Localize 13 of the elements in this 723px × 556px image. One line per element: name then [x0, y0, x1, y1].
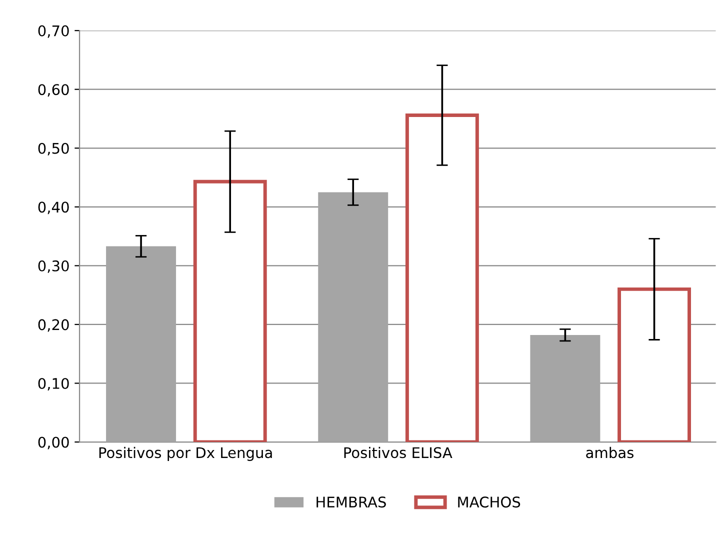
y-tick-label: 0,50 — [38, 142, 69, 156]
y-tick-label: 0,10 — [38, 378, 69, 390]
legend-label: MACHOS — [458, 496, 520, 508]
y-tick-label: 0,70 — [38, 25, 69, 38]
y-tick-label: 0,30 — [38, 260, 69, 273]
y-tick-label: 0,60 — [38, 84, 69, 97]
x-tick-label: Positivos ELISA — [344, 446, 452, 458]
legend-label: HEMBRAS — [316, 496, 386, 508]
y-tick-label: 0,00 — [38, 436, 69, 450]
x-tick-label: Positivos por Dx Lengua — [99, 446, 272, 461]
y-tick-label: 0,40 — [38, 202, 69, 214]
y-tick-label: 0,20 — [38, 319, 69, 332]
x-tick-label: ambas — [586, 446, 634, 458]
